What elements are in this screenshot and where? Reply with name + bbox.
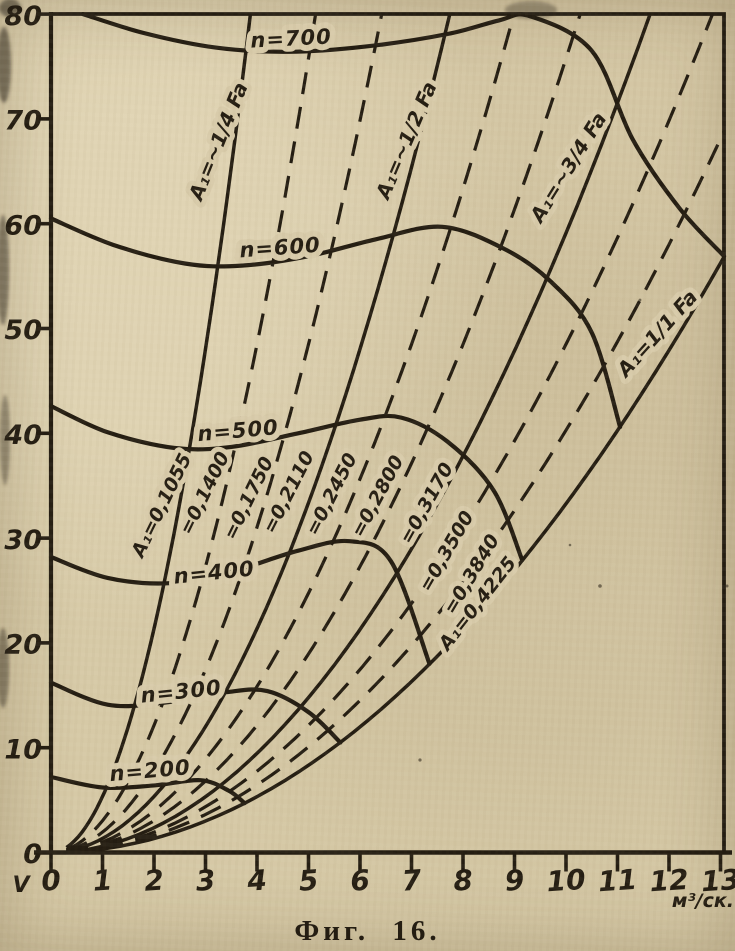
x-tick-label: 3	[195, 863, 217, 897]
area-line-A1-0,28	[66, 13, 582, 854]
x-tick-label: 9	[504, 863, 526, 897]
area-line-A1-0,1055	[65, 13, 253, 849]
x-axis-unit-label: м³/ск.	[672, 890, 734, 912]
speed-curve-label: n=400	[172, 556, 255, 588]
area-line-A1-0,14	[65, 13, 318, 852]
y-tick-label: 80	[4, 1, 42, 32]
plot-frame	[51, 12, 726, 853]
x-tick-label: 10	[545, 863, 586, 899]
x-tick-label: 4	[245, 863, 268, 897]
x-tick-label: 0	[40, 863, 62, 897]
y-tick-label: 0	[23, 839, 42, 870]
scan-smudge	[0, 215, 9, 325]
x-tick-label: 5	[298, 863, 320, 897]
y-tick-label: 40	[3, 420, 42, 451]
speed-curve-n-700	[80, 12, 727, 259]
area-line-A1-0,317	[66, 13, 652, 854]
scan-smudge	[0, 27, 11, 103]
y-tick-label: 30	[4, 525, 42, 556]
speed-curve-n-600	[48, 216, 623, 430]
figure-caption: Фиг. 16.	[294, 915, 441, 947]
ink-speck	[598, 584, 602, 588]
x-tick-label: 13	[700, 863, 735, 899]
x-tick-label: 8	[452, 863, 474, 897]
x-tick-label: 1	[92, 863, 114, 897]
speed-curve-label: n=300	[139, 675, 222, 707]
speed-curve-label: n=700	[250, 24, 333, 52]
area-line-A1-0,211	[66, 13, 452, 853]
x-tick-label: 2	[143, 863, 165, 897]
area-line-A1-0,4225	[66, 256, 726, 854]
speed-curve-n-500	[48, 404, 525, 563]
speed-curve-n-400	[48, 538, 432, 666]
y-tick-label: 20	[4, 630, 42, 661]
x-tick-label: 11	[597, 863, 638, 899]
y-tick-label: 50	[4, 315, 42, 346]
ink-speck	[638, 298, 642, 302]
y-tick-label: 60	[4, 210, 42, 241]
area-line-A1-0,35	[66, 13, 714, 854]
ink-speck	[725, 584, 729, 588]
area-line-A1-0,175	[66, 13, 384, 853]
scan-smudge	[0, 395, 10, 485]
y-tick-label: 10	[4, 734, 42, 765]
speed-curve-n-300	[48, 680, 343, 745]
x-tick-label: 7	[401, 863, 423, 897]
y-tick-label: 70	[4, 106, 42, 137]
scan-smudge	[0, 628, 9, 708]
speed-curve-n-200	[48, 774, 247, 806]
area-opening-label: A₁=~1/4 Fa	[183, 79, 253, 205]
ink-speck	[418, 758, 422, 762]
ink-speck	[568, 543, 572, 547]
x-tick-label: 6	[349, 863, 371, 897]
x-tick-label: 12	[648, 863, 689, 899]
area-line-A1-0,384	[66, 130, 726, 854]
x-axis-variable-label: V	[12, 873, 31, 898]
area-line-A1-0,245	[66, 13, 516, 854]
scan-smudge	[0, 0, 21, 17]
